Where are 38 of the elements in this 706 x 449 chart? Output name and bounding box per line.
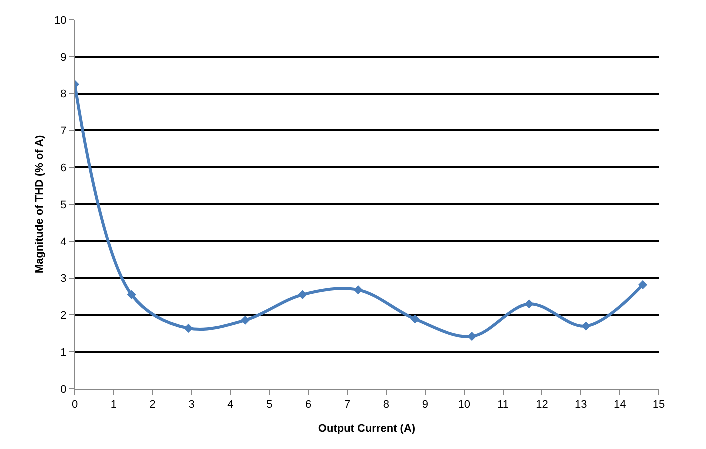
x-tick-label: 4 — [228, 399, 234, 412]
y-tick-label: 9 — [60, 52, 67, 64]
point — [240, 316, 250, 325]
x-tick-label: 12 — [536, 399, 548, 412]
point — [638, 280, 648, 290]
x-tick-label: 7 — [344, 399, 351, 412]
x-tick-label: 3 — [188, 399, 195, 412]
y-tick-label: 0 — [60, 384, 67, 396]
x-tick-label: 9 — [422, 399, 428, 412]
point — [524, 300, 534, 309]
y-tick-label: 8 — [60, 88, 67, 101]
y-tick-label: 6 — [60, 162, 67, 174]
y-tick-label: 5 — [60, 199, 67, 212]
point — [410, 314, 420, 324]
x-tick-label: 14 — [614, 399, 626, 412]
y-tick-label: 7 — [60, 126, 67, 138]
point — [354, 286, 363, 295]
x-tick-label: 10 — [458, 399, 470, 412]
point — [184, 324, 194, 334]
x-tick-label: 5 — [266, 399, 273, 412]
y-tick-label: 2 — [60, 310, 67, 322]
y-tick-label: 1 — [60, 346, 67, 359]
x-tick-label: 13 — [575, 399, 588, 412]
y-tick-label: 3 — [60, 273, 67, 286]
x-tick-label: 11 — [498, 399, 509, 412]
x-tick-label: 1 — [110, 399, 117, 412]
x-tick-label: 6 — [306, 399, 312, 412]
x-tick-label: 2 — [150, 399, 156, 412]
point — [127, 290, 136, 300]
point — [468, 332, 477, 342]
y-tick-label: 10 — [54, 14, 67, 27]
x-tick-label: 8 — [383, 399, 390, 412]
x-tick-label: 15 — [652, 399, 666, 412]
x-tick-label: 0 — [72, 399, 78, 412]
point — [298, 290, 308, 300]
y-axis-title: Magnitude of THD (% of A) — [34, 135, 46, 274]
y-tick-label: 4 — [60, 236, 67, 248]
x-axis-title: Output Current (A) — [318, 423, 416, 435]
